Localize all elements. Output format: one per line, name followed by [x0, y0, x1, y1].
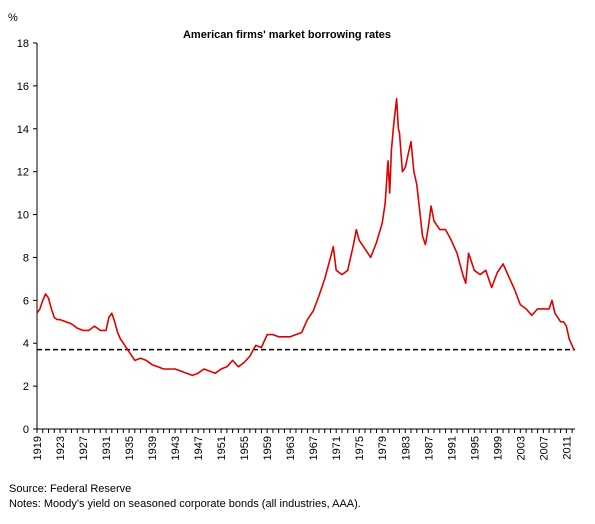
y-tick-label: 16 — [17, 81, 29, 93]
x-tick-label: 1939 — [147, 436, 159, 460]
x-tick-label: 1963 — [285, 436, 297, 460]
borrowing-rates-chart: American firms' market borrowing rates %… — [8, 12, 575, 460]
x-tick-label: 1979 — [377, 436, 389, 460]
series-line-0 — [36, 98, 575, 377]
x-tick-label: 2003 — [515, 436, 527, 460]
x-tick-label: 1943 — [170, 436, 182, 460]
x-tick-label: 1983 — [400, 436, 412, 460]
notes-text: Notes: Moody's yield on seasoned corpora… — [9, 498, 361, 510]
x-tick-label: 1927 — [78, 436, 90, 460]
y-tick-label: 10 — [17, 210, 29, 222]
x-tick-label: 1951 — [216, 436, 228, 460]
y-tick-label: 2 — [23, 381, 29, 393]
x-tick-label: 1991 — [446, 436, 458, 460]
x-tick-label: 1995 — [469, 436, 481, 460]
chart-title: American firms' market borrowing rates — [183, 29, 391, 41]
y-tick-label: 6 — [23, 295, 29, 307]
plot-area — [36, 98, 575, 377]
x-tick-label: 1919 — [32, 436, 44, 460]
x-tick-label: 2007 — [538, 436, 550, 460]
x-tick-label: 1987 — [423, 436, 435, 460]
source-note: Source: Federal Reserve — [9, 483, 132, 495]
x-tick-label: 1999 — [492, 436, 504, 460]
y-tick-label: 14 — [17, 124, 29, 136]
x-tick-label: 1975 — [354, 436, 366, 460]
y-tick-label: 12 — [17, 167, 29, 179]
x-tick-label: 1935 — [124, 436, 136, 460]
y-tick-label: 18 — [17, 38, 29, 50]
x-axis: 1919 1923 1927 1931 1935 1939 1943 1947 1951 1955… — [32, 428, 575, 460]
y-axis-unit-label: % — [8, 12, 18, 24]
y-tick-label: 8 — [23, 252, 29, 264]
x-tick-label: 1947 — [193, 436, 205, 460]
x-tick-label: 2011 — [561, 436, 573, 460]
x-tick-label: 1967 — [308, 436, 320, 460]
x-tick-label: 1971 — [331, 436, 343, 460]
y-tick-label: 0 — [23, 424, 29, 436]
y-tick-label: 4 — [23, 338, 29, 350]
x-tick-label: 1923 — [55, 436, 67, 460]
x-tick-label: 1959 — [262, 436, 274, 460]
x-tick-label: 1931 — [101, 436, 113, 460]
x-tick-label: 1955 — [239, 436, 251, 460]
y-axis: 0 2 4 6 8 10 12 14 16 18 — [17, 38, 38, 436]
